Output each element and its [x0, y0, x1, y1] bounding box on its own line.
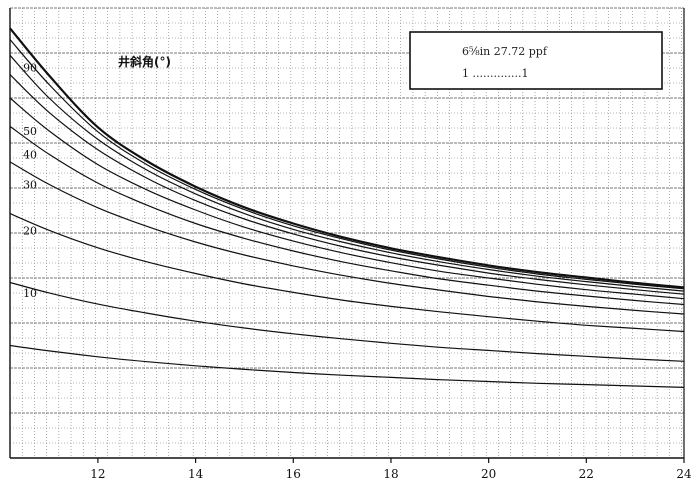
x-tick-labels: 12 14 16 18 20 22 24 — [90, 458, 692, 481]
curve-90 — [9, 27, 685, 289]
legend-line-2: 1 ..............1 — [462, 67, 528, 80]
legend: 6⅝in 27.72 ppf 1 ..............1 — [409, 31, 663, 90]
curve-label-30: 30 — [23, 178, 37, 191]
curve-label-50: 50 — [23, 125, 37, 138]
legend-line-1: 6⅝in 27.72 ppf — [462, 45, 548, 58]
curve-60 — [9, 74, 685, 295]
x-tick-label: 14 — [188, 467, 204, 481]
curve-30 — [9, 161, 685, 315]
x-tick-label: 18 — [383, 467, 398, 481]
axes — [9, 8, 685, 459]
curve-label-10: 10 — [23, 287, 37, 300]
curve-labels: 90 50 40 30 20 10 — [23, 62, 37, 300]
curve-0 — [9, 344, 685, 388]
x-tick-label: 12 — [90, 467, 105, 481]
curve-label-90: 90 — [23, 62, 37, 75]
curve-20 — [9, 213, 685, 333]
curve-label-20: 20 — [23, 224, 37, 237]
x-tick-label: 16 — [286, 467, 301, 481]
curves — [9, 27, 685, 388]
curve-40 — [9, 125, 685, 306]
curve-70 — [9, 54, 685, 292]
curve-80 — [9, 39, 685, 290]
x-tick-label: 22 — [579, 467, 594, 481]
x-tick-label: 20 — [481, 467, 496, 481]
y-axis-label: 井斜角(°) — [118, 54, 171, 69]
curve-10 — [9, 281, 685, 362]
curve-label-40: 40 — [23, 148, 37, 161]
x-tick-label: 24 — [676, 467, 692, 481]
curve-50 — [9, 97, 685, 300]
